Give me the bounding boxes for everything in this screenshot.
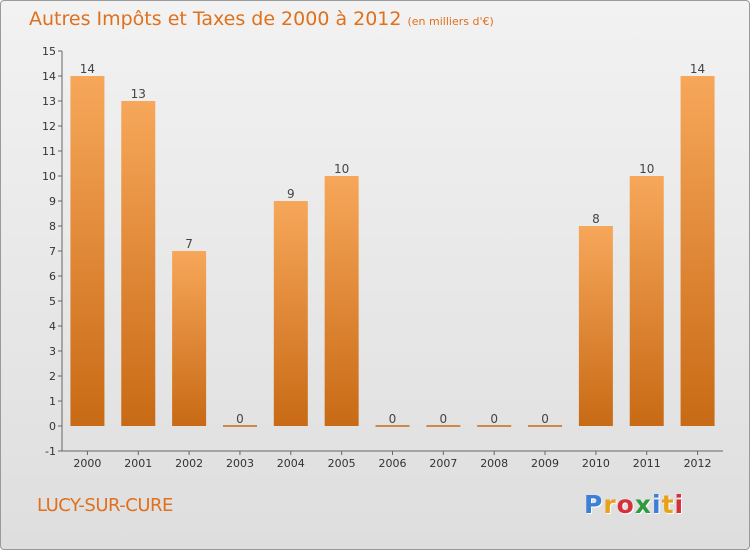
x-tick-label: 2000	[73, 457, 101, 470]
logo-letter: t	[661, 490, 675, 519]
data-label: 10	[639, 162, 654, 176]
data-label: 0	[440, 412, 448, 426]
y-tick-label: 13	[42, 95, 56, 108]
x-tick-label: 2011	[633, 457, 661, 470]
proxiti-logo: Proxiti	[584, 490, 684, 519]
data-label: 14	[690, 62, 705, 76]
chart-title-text: Autres Impôts et Taxes de 2000 à 2012	[29, 8, 402, 30]
bar	[629, 176, 664, 426]
y-tick-label: 7	[49, 245, 56, 258]
x-tick-label: 2004	[277, 457, 305, 470]
bar	[172, 251, 207, 426]
logo-letter: o	[616, 490, 635, 519]
bar	[273, 201, 308, 426]
logo-letter: P	[584, 490, 604, 519]
x-tick-label: 2009	[531, 457, 559, 470]
bar	[121, 101, 156, 426]
y-tick-label: 3	[49, 345, 56, 358]
data-label: 0	[541, 412, 549, 426]
bar	[578, 226, 613, 426]
y-tick-label: 9	[49, 195, 56, 208]
data-label: 9	[287, 187, 295, 201]
data-label: 0	[236, 412, 244, 426]
x-tick-label: 2002	[175, 457, 203, 470]
logo-letter: r	[603, 490, 617, 519]
logo-letter: i	[652, 490, 662, 519]
y-tick-label: 6	[49, 270, 56, 283]
y-tick-label: 5	[49, 295, 56, 308]
chart-title: Autres Impôts et Taxes de 2000 à 2012 (en…	[29, 8, 494, 30]
y-tick-label: 15	[42, 45, 56, 58]
x-tick-label: 2007	[429, 457, 457, 470]
bar	[680, 76, 715, 426]
y-tick-label: 1	[49, 395, 56, 408]
x-tick-label: 2010	[582, 457, 610, 470]
data-label: 0	[490, 412, 498, 426]
data-label: 8	[592, 212, 600, 226]
data-label: 13	[131, 87, 146, 101]
location-label: LUCY-SUR-CURE	[37, 495, 173, 516]
y-tick-label: 4	[49, 320, 56, 333]
data-label: 0	[389, 412, 397, 426]
data-label: 10	[334, 162, 349, 176]
chart-unit: (en milliers d'€)	[407, 15, 494, 28]
x-tick-label: 2006	[379, 457, 407, 470]
data-label: 7	[185, 237, 193, 251]
y-tick-label: -1	[45, 445, 56, 458]
y-tick-label: 2	[49, 370, 56, 383]
logo-letter: x	[634, 490, 652, 519]
y-tick-label: 11	[42, 145, 56, 158]
y-tick-label: 12	[42, 120, 56, 133]
y-tick-label: 0	[49, 420, 56, 433]
x-tick-label: 2012	[684, 457, 712, 470]
x-tick-label: 2008	[480, 457, 508, 470]
bar	[70, 76, 105, 426]
y-tick-label: 10	[42, 170, 56, 183]
x-tick-label: 2003	[226, 457, 254, 470]
logo-letter: i	[674, 490, 685, 519]
y-tick-label: 8	[49, 220, 56, 233]
bar	[324, 176, 359, 426]
x-tick-label: 2001	[124, 457, 152, 470]
y-tick-label: 14	[42, 70, 56, 83]
data-label: 14	[80, 62, 95, 76]
x-tick-label: 2005	[328, 457, 356, 470]
